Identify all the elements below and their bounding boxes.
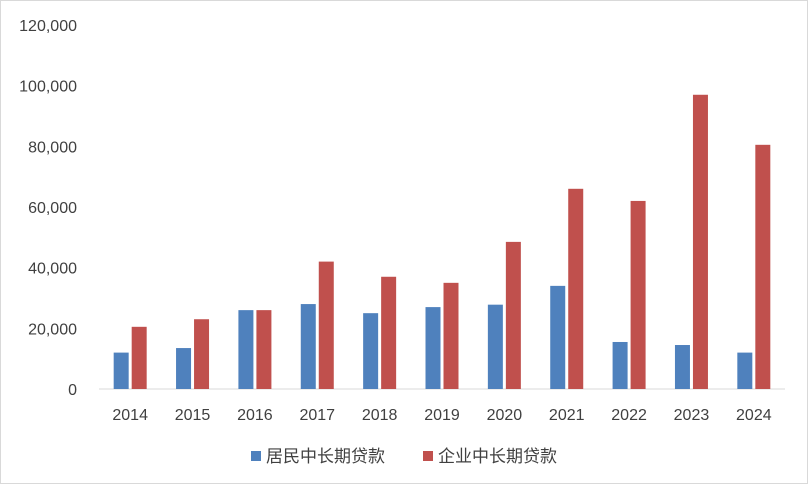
- bar-enterprise-2022: [630, 200, 646, 389]
- bar-residential-2021: [550, 285, 566, 389]
- bar-residential-2017: [300, 304, 316, 389]
- y-tick-label: 0: [68, 382, 77, 399]
- y-tick-label: 120,000: [19, 18, 77, 35]
- legend: 居民中长期贷款 企业中长期贷款: [251, 447, 557, 467]
- x-tick-label: 2023: [674, 407, 710, 424]
- bar-enterprise-2019: [443, 282, 459, 389]
- x-tick-label: 2015: [175, 407, 211, 424]
- bar-enterprise-2014: [131, 326, 147, 389]
- bar-residential-2020: [487, 304, 503, 389]
- legend-label-enterprise: 企业中长期贷款: [438, 447, 557, 467]
- x-tick-label: 2020: [487, 407, 523, 424]
- x-axis-ticks: 2014 2015 2016 2017 2018 2019 2020 2021 2022 2023…: [112, 407, 771, 424]
- bar-enterprise-2021: [568, 188, 584, 389]
- y-tick-label: 40,000: [28, 261, 77, 278]
- bars: [113, 94, 771, 390]
- legend-label-residential: 居民中长期贷款: [266, 447, 385, 467]
- y-tick-label: 20,000: [28, 321, 77, 338]
- bar-enterprise-2018: [381, 276, 397, 389]
- bar-enterprise-2017: [318, 261, 334, 389]
- x-tick-label: 2021: [549, 407, 585, 424]
- bar-enterprise-2020: [505, 241, 521, 389]
- bar-residential-2016: [238, 310, 254, 389]
- x-tick-label: 2017: [299, 407, 335, 424]
- x-tick-label: 2016: [237, 407, 273, 424]
- bar-residential-2018: [363, 313, 379, 389]
- bar-residential-2019: [425, 307, 441, 389]
- x-tick-label: 2014: [112, 407, 148, 424]
- y-tick-label: 100,000: [19, 79, 77, 96]
- y-axis-ticks: 0 20,000 40,000 60,000 80,000 100,000 120,000: [19, 18, 77, 399]
- y-tick-label: 60,000: [28, 200, 77, 217]
- bar-residential-2022: [612, 341, 628, 389]
- bar-enterprise-2024: [755, 144, 771, 389]
- x-tick-label: 2019: [424, 407, 460, 424]
- bar-residential-2014: [113, 352, 129, 389]
- bar-enterprise-2016: [256, 310, 272, 389]
- bar-enterprise-2015: [194, 319, 210, 389]
- legend-swatch-residential: [251, 451, 261, 461]
- x-tick-label: 2024: [736, 407, 772, 424]
- y-tick-label: 80,000: [28, 139, 77, 156]
- x-tick-label: 2018: [362, 407, 398, 424]
- bar-enterprise-2023: [692, 94, 708, 390]
- x-tick-label: 2022: [611, 407, 647, 424]
- bar-residential-2023: [674, 345, 690, 389]
- legend-swatch-enterprise: [423, 451, 433, 461]
- bar-residential-2015: [176, 348, 192, 389]
- bar-residential-2024: [737, 352, 753, 389]
